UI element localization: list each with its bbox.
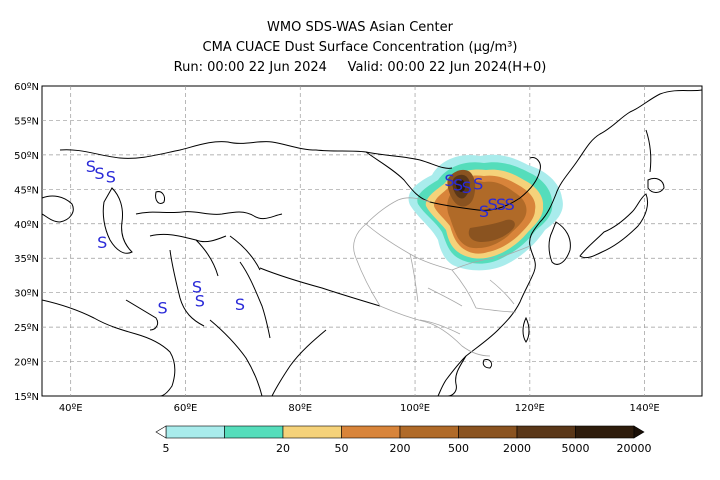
concentration-colorbar: 5 20 50 200 500 2000 5000 20000 — [155, 425, 652, 455]
china-provincial-borders — [353, 197, 531, 357]
indochina-coast — [447, 355, 467, 396]
longitude-tick-label: 100ºE — [400, 403, 430, 414]
colorbar-bin — [575, 425, 635, 439]
latitude-tick-label: 45ºN — [14, 185, 39, 196]
dust-storm-symbol: S — [444, 171, 454, 190]
persian-gulf — [125, 299, 159, 331]
kazakhstan-south-border — [135, 211, 283, 220]
colorbar-bin — [282, 425, 342, 439]
colorbar-tick-label: 5000 — [562, 442, 590, 455]
latitude-tick-label: 25ºN — [14, 323, 39, 334]
japan-hokkaido — [647, 177, 665, 193]
dust-storm-symbol: S — [86, 157, 96, 176]
colorbar-tick-label: 200 — [390, 442, 411, 455]
latitude-tick-label: 15ºN — [14, 392, 39, 403]
map-frame — [41, 85, 703, 397]
boundaries — [42, 89, 702, 396]
map-center-title: WMO SDS-WAS Asian Center — [267, 20, 453, 35]
dust-contour-2000-b — [468, 219, 515, 242]
colorbar-bin — [458, 425, 518, 439]
map-run-valid-line: Run: 00:00 22 Jun 2024 Valid: 00:00 22 J… — [0, 58, 720, 78]
aral-sea — [155, 191, 165, 205]
dust-storm-symbol: S — [235, 295, 245, 314]
black-sea — [42, 195, 74, 223]
dust-storm-symbol: S — [97, 233, 107, 252]
dust-storm-symbol: S — [192, 278, 202, 297]
dust-storm-symbol: S — [479, 202, 489, 221]
sakhalin — [645, 129, 652, 173]
colorbar-tick-label: 50 — [335, 442, 349, 455]
colorbar-high-arrow — [633, 425, 645, 439]
latitude-tick-label: 40ºN — [14, 220, 39, 231]
colorbar-bin — [165, 425, 225, 439]
taiwan — [522, 316, 530, 343]
latitude-tick-label: 60ºN — [14, 82, 39, 93]
dust-concentration-field — [408, 154, 563, 271]
korea-peninsula — [548, 221, 571, 265]
russia-south-border — [59, 141, 453, 169]
dust-contour-20000 — [456, 179, 466, 192]
central-asia-borders — [149, 233, 261, 277]
latitude-labels: 15ºN 20ºN 25ºN 30ºN 35ºN 40ºN 45ºN 50ºN 55ºN 60ºN — [14, 82, 39, 403]
dust-storm-symbol: S — [94, 164, 104, 183]
india-coast — [209, 319, 263, 396]
colorbar-tick-label: 20 — [276, 442, 290, 455]
dust-storm-symbol: S — [505, 195, 515, 214]
india-east-coast — [271, 329, 327, 396]
latitude-tick-label: 55ºN — [14, 116, 39, 127]
pakistan-india-border — [239, 261, 271, 339]
colorbar-bin — [341, 425, 401, 439]
dust-storm-symbol: S — [473, 174, 483, 193]
longitude-tick-label: 60ºE — [174, 403, 198, 414]
dust-storm-symbol: S — [157, 298, 167, 317]
japan-honshu — [579, 193, 649, 259]
mongolia-border — [365, 151, 541, 211]
map-product-title: CMA CUACE Dust Surface Concentration (μg… — [202, 40, 518, 55]
dust-storm-symbol: S — [453, 176, 463, 195]
dust-storm-symbol: S — [106, 167, 116, 186]
latitude-tick-label: 50ºN — [14, 151, 39, 162]
hainan — [482, 359, 493, 369]
himalaya-border — [259, 267, 381, 307]
colorbar-low-arrow — [155, 425, 167, 439]
latitude-tick-label: 35ºN — [14, 254, 39, 265]
iran-afghanistan-border — [169, 249, 205, 327]
caspian-sea — [102, 187, 133, 254]
latitude-tick-label: 20ºN — [14, 358, 39, 369]
longitude-tick-label: 120ºE — [515, 403, 545, 414]
dust-storm-symbol: S — [496, 195, 506, 214]
valid-time-label: Valid: 00:00 22 Jun 2024(H+0) — [347, 60, 547, 75]
coastline-east-asia — [437, 89, 702, 396]
colorbar-tick-label: 20000 — [617, 442, 652, 455]
province-lines-a — [365, 223, 517, 313]
longitude-tick-label: 80ºE — [288, 403, 312, 414]
colorbar-tick-label: 500 — [448, 442, 469, 455]
run-time-label: Run: 00:00 22 Jun 2024 — [173, 60, 327, 75]
longitude-labels: 40ºE 60ºE 80ºE 100ºE 120ºE 140ºE — [59, 403, 660, 414]
colorbar-bin — [224, 425, 284, 439]
longitude-tick-label: 140ºE — [630, 403, 660, 414]
colorbar-bin — [516, 425, 576, 439]
colorbar-tick-label: 2000 — [503, 442, 531, 455]
province-lines-b — [419, 245, 531, 335]
arabia-coast — [42, 299, 176, 396]
dust-storm-symbol: S — [462, 178, 472, 197]
graticule — [42, 86, 702, 396]
colorbar-tick-label: 5 — [163, 442, 170, 455]
dust-storm-symbol: S — [487, 195, 497, 214]
colorbar-bin — [399, 425, 459, 439]
longitude-tick-label: 40ºE — [59, 403, 83, 414]
latitude-tick-label: 30ºN — [14, 289, 39, 300]
dust-storm-symbol: S — [195, 291, 205, 310]
